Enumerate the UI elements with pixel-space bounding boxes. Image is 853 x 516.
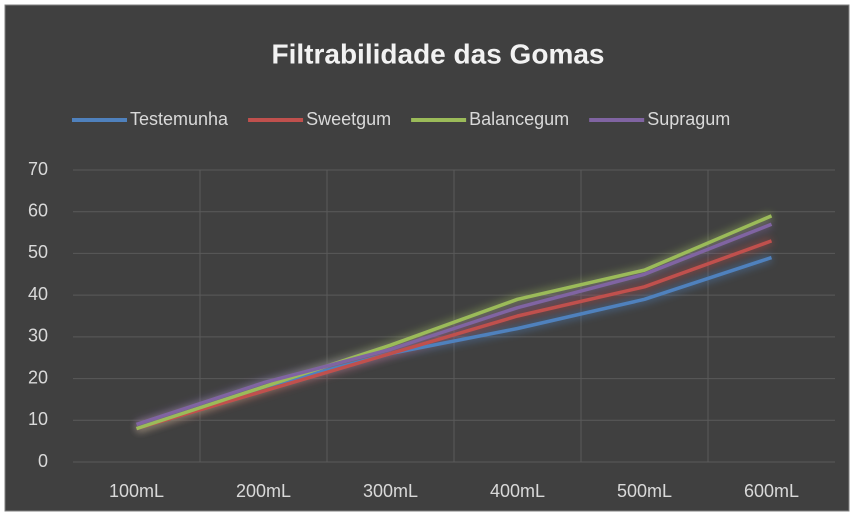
x-tick-label: 500mL bbox=[617, 481, 672, 501]
series-line bbox=[135, 214, 773, 431]
x-tick-label: 200mL bbox=[236, 481, 291, 501]
y-tick-label: 10 bbox=[28, 409, 48, 429]
legend-label: Testemunha bbox=[130, 109, 229, 129]
y-tick-label: 0 bbox=[38, 451, 48, 471]
series-line bbox=[136, 239, 773, 431]
legend-label: Supragum bbox=[647, 109, 730, 129]
legend-label: Balancegum bbox=[469, 109, 569, 129]
y-tick-label: 60 bbox=[28, 200, 48, 220]
chart-title: Filtrabilidade das Gomas bbox=[272, 38, 605, 69]
y-tick-label: 50 bbox=[28, 242, 48, 262]
legend-label: Sweetgum bbox=[306, 109, 391, 129]
x-tick-label: 300mL bbox=[363, 481, 418, 501]
y-tick-label: 40 bbox=[28, 284, 48, 304]
y-tick-label: 30 bbox=[28, 326, 48, 346]
series-line bbox=[135, 222, 773, 427]
x-tick-label: 400mL bbox=[490, 481, 545, 501]
x-tick-label: 600mL bbox=[744, 481, 799, 501]
x-tick-label: 100mL bbox=[109, 481, 164, 501]
y-tick-label: 20 bbox=[28, 367, 48, 387]
y-tick-label: 70 bbox=[28, 159, 48, 179]
